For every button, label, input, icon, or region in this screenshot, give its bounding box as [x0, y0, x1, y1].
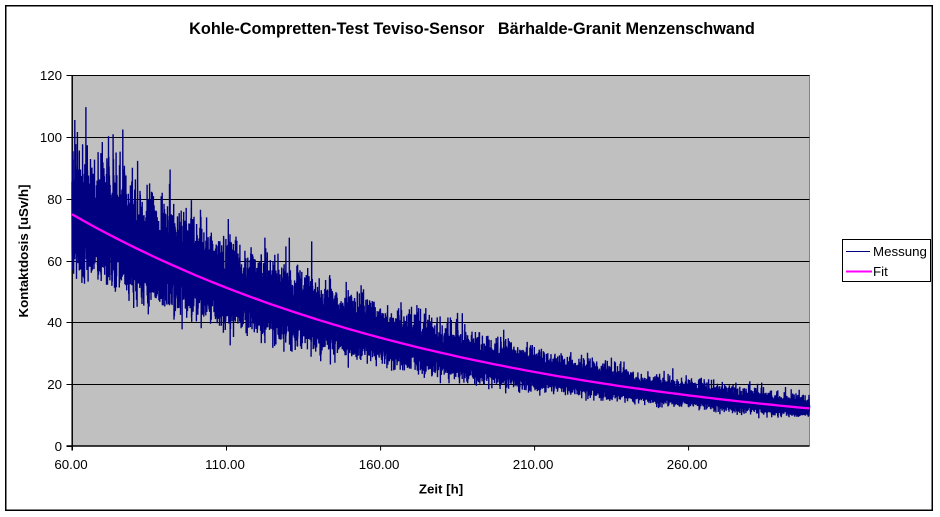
svg-text:Fit: Fit — [873, 264, 888, 279]
svg-text:160.00: 160.00 — [359, 457, 400, 472]
svg-text:80: 80 — [47, 192, 62, 207]
svg-text:Zeit [h]: Zeit [h] — [419, 482, 463, 497]
svg-text:100: 100 — [40, 130, 62, 145]
svg-text:Kohle-Compretten-Test Teviso-S: Kohle-Compretten-Test Teviso-Sensor Bärh… — [189, 20, 755, 38]
svg-text:Kontaktdosis [uSv/h]: Kontaktdosis [uSv/h] — [16, 185, 31, 318]
svg-text:120: 120 — [40, 68, 62, 83]
svg-text:0: 0 — [55, 439, 62, 454]
svg-text:110.00: 110.00 — [205, 457, 245, 472]
svg-text:260.00: 260.00 — [667, 457, 708, 472]
svg-text:20: 20 — [47, 377, 62, 392]
svg-text:Messung: Messung — [873, 244, 927, 259]
svg-text:210.00: 210.00 — [513, 457, 554, 472]
svg-text:60: 60 — [47, 254, 62, 269]
svg-text:40: 40 — [47, 315, 62, 330]
svg-text:60.00: 60.00 — [54, 457, 87, 472]
